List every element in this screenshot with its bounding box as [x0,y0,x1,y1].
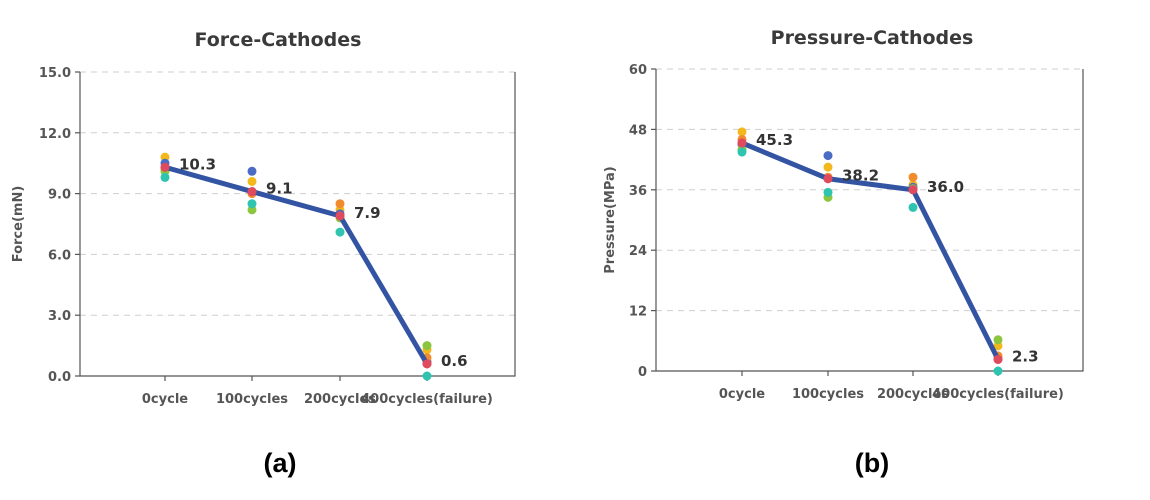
sample-point [160,172,170,182]
mean-point [422,359,432,369]
sample-point [247,166,257,176]
data-label: 36.0 [927,178,964,196]
chart-title: Pressure-Cathodes [771,27,974,49]
data-label: 0.6 [441,352,468,370]
mean-line [162,164,430,367]
y-tick-label: 6.0 [48,248,71,263]
data-label: 38.2 [842,167,879,185]
chart-title: Force-Cathodes [195,29,362,51]
x-tick-label: 200cycles [877,387,949,402]
mean-point [993,354,1003,364]
x-tick-label: 200cycles [304,392,376,407]
sample-point [335,227,345,237]
y-axis-label: Pressure(MPa) [603,166,618,274]
y-axis-label: Force(mN) [11,186,26,263]
sample-point [908,172,918,182]
sample-point [422,341,432,351]
x-tick-label: 400cycles(failure) [932,387,1064,402]
y-tick-label: 15.0 [39,66,71,81]
axis-frame [79,72,516,377]
mean-point [247,187,257,197]
axis-frame [655,69,1084,372]
sample-point [823,187,833,197]
y-tick-label: 60 [629,63,647,78]
data-label: 10.3 [179,155,216,173]
x-tick-label: 100cycles [216,392,288,407]
sample-point [823,151,833,161]
panel-label: (a) [264,448,297,478]
sample-point [908,202,918,212]
x-tick-label: 100cycles [792,387,864,402]
x-tick-label: 0cycle [719,387,765,402]
chart-2: Pressure-Cathodes 0 12 24 36 48 60 0cycle 100cyc… [603,27,1084,478]
mean-point [335,211,345,221]
y-tick-label: 12 [629,305,647,320]
sample-point [247,199,257,209]
y-tick-label: 12.0 [39,127,71,142]
y-tick-label: 9.0 [48,188,71,203]
sample-point [737,127,747,137]
mean-point [160,162,170,172]
y-tick-label: 36 [629,184,647,199]
sample-point [823,162,833,172]
y-tick-label: 0 [638,365,647,380]
y-tick-label: 0.0 [48,370,71,385]
mean-point [908,185,918,195]
x-tick-label: 400cycles(failure) [361,392,493,407]
data-label: 7.9 [354,204,381,222]
data-label: 2.3 [1012,347,1039,365]
sample-point [993,366,1003,376]
sample-point [422,371,432,381]
sample-point [247,176,257,186]
data-label: 9.1 [266,180,293,198]
y-tick-label: 24 [629,244,647,259]
x-tick-label: 0cycle [142,392,188,407]
mean-line [739,140,1001,362]
sample-point [737,147,747,157]
y-tick-label: 3.0 [48,309,71,324]
sample-point [335,199,345,209]
y-tick-label: 48 [629,123,647,138]
sample-point [993,335,1003,345]
chart-1: Force-Cathodes 0.0 3.0 6.0 9.0 12.0 15.0 0cycle… [11,29,516,478]
mean-point [823,174,833,184]
panel-label: (b) [855,448,889,478]
data-label: 45.3 [756,131,793,149]
mean-point [737,138,747,148]
